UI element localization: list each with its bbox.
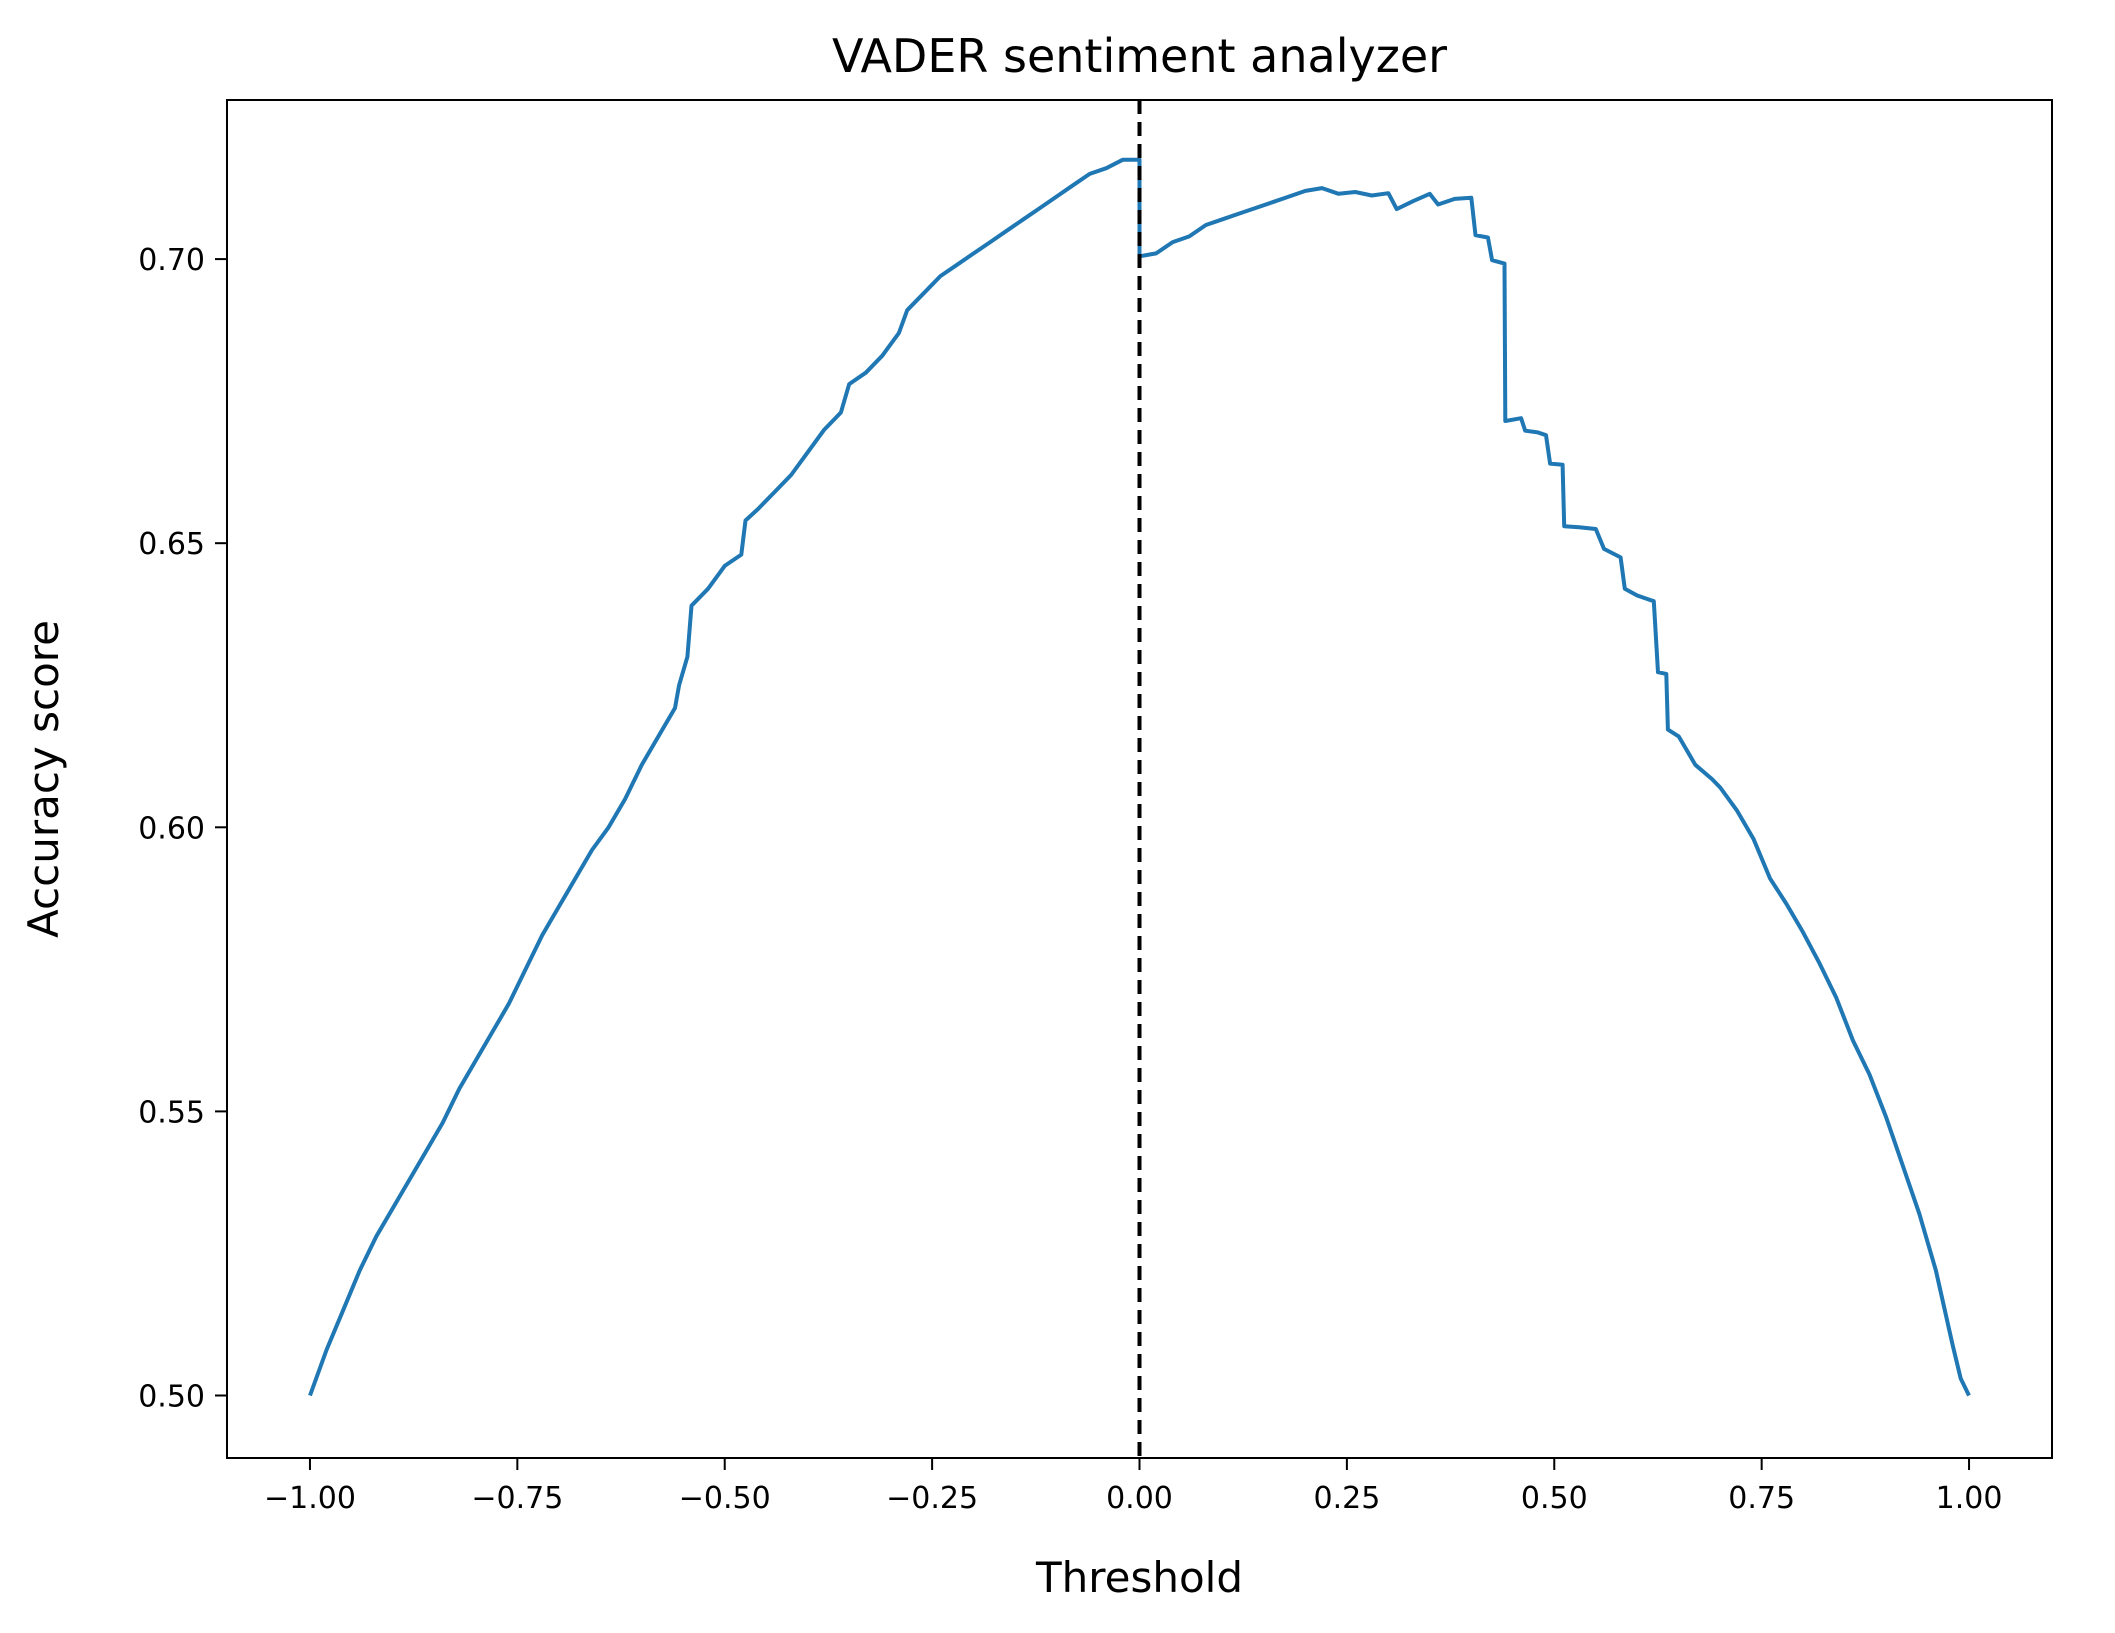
x-axis: −1.00 −0.75 −0.50 −0.25 0.00 0.25 0.50 0.75 1.00 <box>264 1458 2002 1516</box>
x-tick-label: −0.75 <box>471 1481 563 1516</box>
x-tick-label: −0.50 <box>679 1481 771 1516</box>
y-axis-title: Accuracy score <box>19 620 68 938</box>
x-tick-label: 1.00 <box>1936 1481 2003 1516</box>
x-tick-label: 0.00 <box>1106 1481 1173 1516</box>
y-tick-label: 0.50 <box>138 1379 205 1414</box>
y-axis: 0.50 0.55 0.60 0.65 0.70 <box>138 243 227 1414</box>
y-tick-label: 0.70 <box>138 243 205 278</box>
x-tick-label: 0.75 <box>1728 1481 1795 1516</box>
x-tick-label: 0.25 <box>1313 1481 1380 1516</box>
y-tick-label: 0.65 <box>138 527 205 562</box>
x-tick-label: 0.50 <box>1521 1481 1588 1516</box>
x-axis-title: Threshold <box>1035 1553 1243 1602</box>
accuracy-series-line <box>308 157 1971 1397</box>
series-layer <box>308 157 1971 1397</box>
y-tick-label: 0.55 <box>138 1095 205 1130</box>
y-tick-label: 0.60 <box>138 811 205 846</box>
chart-title: VADER sentiment analyzer <box>832 29 1447 83</box>
x-tick-label: −0.25 <box>886 1481 978 1516</box>
x-tick-label: −1.00 <box>264 1481 356 1516</box>
